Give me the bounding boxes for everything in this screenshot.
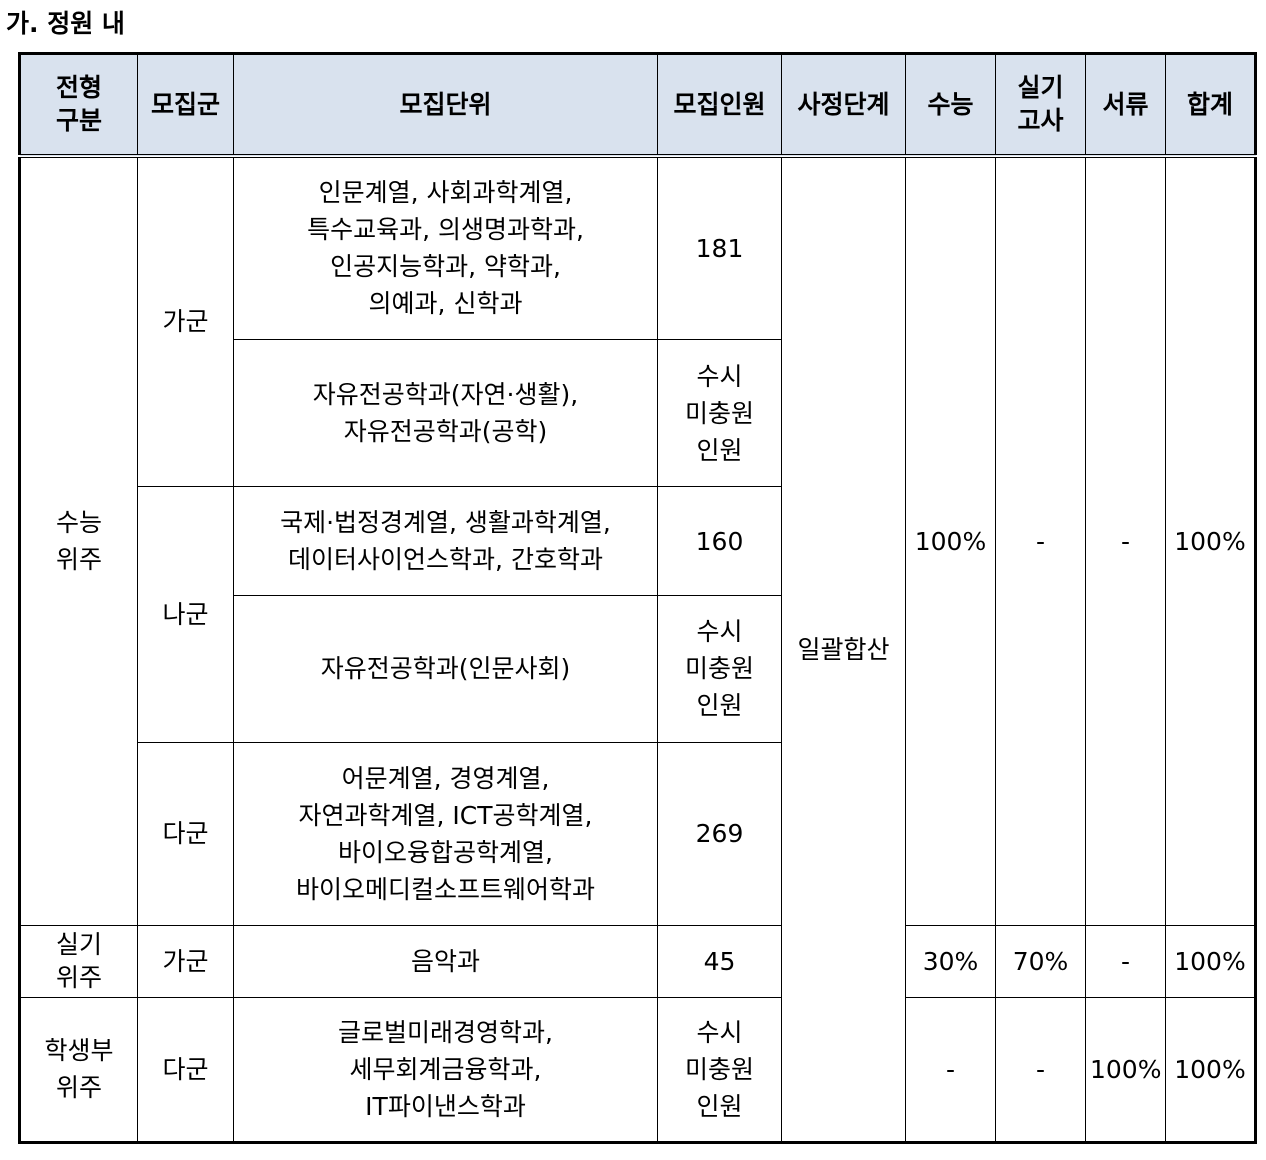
table-row: 실기 위주 가군 음악과 45 30% 70% - 100% bbox=[19, 924, 1256, 998]
table-row: 다군 어문계열, 경영계열, 자연과학계열, ICT공학계열, 바이오융합공학계… bbox=[20, 741, 1256, 926]
table-row: 자유전공학과(자연·생활), 자유전공학과(공학) 수시 미충원 인원 bbox=[20, 339, 1256, 488]
header-practical: 실기 고사 bbox=[995, 53, 1086, 158]
unit-cell: 자유전공학과(인문사회) bbox=[233, 595, 658, 743]
admission-quota-table: 전형 구분 모집군 모집단위 모집인원 사정단계 수능 실기 고사 서류 합계 … bbox=[18, 52, 1257, 1144]
quota-cell: 181 bbox=[657, 154, 782, 341]
practical-ratio-cell: - bbox=[995, 155, 1086, 926]
docs-ratio-cell: 100% bbox=[1085, 996, 1166, 1144]
type-csat-cell: 수능 위주 bbox=[19, 155, 138, 926]
practical-ratio-cell: 70% bbox=[995, 924, 1086, 998]
table-row: 수능 위주 가군 인문계열, 사회과학계열, 특수교육과, 의생명과학과, 인공… bbox=[19, 154, 1256, 1143]
header-csat: 수능 bbox=[905, 53, 996, 158]
header-row: 전형 구분 모집군 모집단위 모집인원 사정단계 수능 실기 고사 서류 합계 bbox=[19, 53, 1256, 158]
total-ratio-cell: 100% bbox=[1165, 924, 1256, 998]
quota-cell: 45 bbox=[657, 924, 782, 998]
docs-ratio-cell: - bbox=[1085, 924, 1166, 998]
unit-cell: 인문계열, 사회과학계열, 특수교육과, 의생명과학과, 인공지능학과, 약학과… bbox=[233, 154, 658, 341]
docs-ratio-cell: - bbox=[1085, 155, 1166, 926]
header-total: 합계 bbox=[1165, 53, 1256, 158]
total-ratio-cell: 100% bbox=[1165, 996, 1256, 1144]
quota-cell: 수시 미충원 인원 bbox=[657, 595, 782, 743]
csat-ratio-cell: - bbox=[905, 996, 996, 1144]
csat-ratio-cell: 100% bbox=[905, 155, 996, 926]
practical-ratio-cell: - bbox=[995, 996, 1086, 1144]
group-da-cell: 다군 bbox=[137, 996, 234, 1144]
group-na-cell: 나군 bbox=[137, 486, 234, 743]
header-quota: 모집인원 bbox=[657, 53, 782, 158]
unit-cell: 글로벌미래경영학과, 세무회계금융학과, IT파이낸스학과 bbox=[233, 996, 658, 1144]
total-ratio-cell: 100% bbox=[1165, 155, 1256, 926]
group-ga-cell: 가군 bbox=[137, 154, 234, 488]
unit-cell: 음악과 bbox=[233, 924, 658, 998]
header-unit: 모집단위 bbox=[233, 53, 658, 158]
type-practical-cell: 실기 위주 bbox=[19, 924, 138, 998]
table-row: 나군 국제·법정경계열, 생활과학계열, 데이터사이언스학과, 간호학과 160 bbox=[20, 486, 1256, 743]
header-type: 전형 구분 bbox=[19, 53, 138, 158]
section-title: 가. 정원 내 bbox=[6, 9, 125, 38]
table-row: 자유전공학과(인문사회) 수시 미충원 인원 bbox=[20, 595, 1256, 743]
table-row: 학생부 위주 다군 글로벌미래경영학과, 세무회계금융학과, IT파이낸스학과 … bbox=[19, 996, 1256, 1144]
quota-cell: 269 bbox=[657, 741, 782, 926]
header-docs: 서류 bbox=[1085, 53, 1166, 158]
unit-cell: 자유전공학과(자연·생활), 자유전공학과(공학) bbox=[233, 339, 658, 488]
quota-cell: 수시 미충원 인원 bbox=[657, 339, 782, 488]
stage-cell: 일괄합산 bbox=[781, 155, 906, 1143]
quota-cell: 160 bbox=[657, 486, 782, 597]
quota-cell: 수시 미충원 인원 bbox=[657, 996, 782, 1144]
type-record-cell: 학생부 위주 bbox=[19, 996, 138, 1144]
header-stage: 사정단계 bbox=[781, 53, 906, 158]
group-da-cell: 다군 bbox=[137, 741, 234, 926]
group-ga-cell: 가군 bbox=[137, 924, 234, 998]
unit-cell: 국제·법정경계열, 생활과학계열, 데이터사이언스학과, 간호학과 bbox=[233, 486, 658, 597]
unit-cell: 어문계열, 경영계열, 자연과학계열, ICT공학계열, 바이오융합공학계열, … bbox=[233, 741, 658, 926]
csat-ratio-cell: 30% bbox=[905, 924, 996, 998]
header-group: 모집군 bbox=[137, 53, 234, 158]
